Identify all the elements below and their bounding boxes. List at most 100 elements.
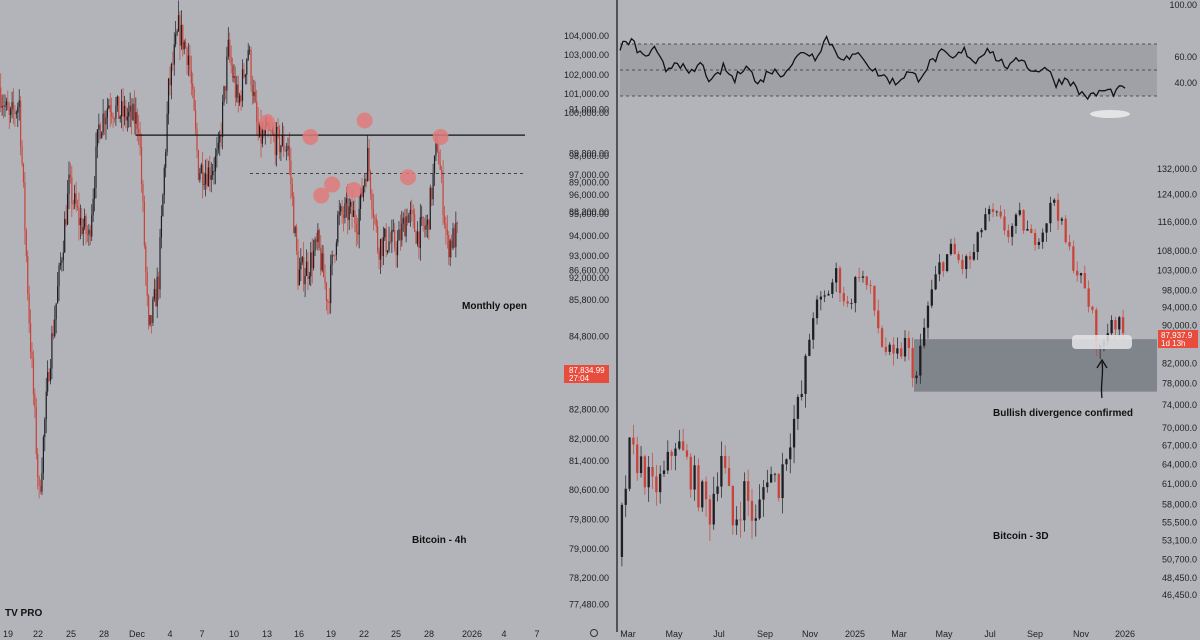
right-candle [961,260,964,270]
left-time-tick: Dec [129,629,146,639]
right-candle [831,282,834,294]
left-candle [21,146,23,164]
left-candle [82,227,84,234]
right-candle [968,256,972,260]
left-candle [157,276,160,290]
left-candle [42,436,44,473]
left-candle [257,121,259,137]
right-candle [919,345,922,376]
left-candle [217,142,219,150]
left-candle [145,245,147,273]
left-candle [223,86,225,102]
left-price-tick: 79,000.00 [569,544,609,554]
right-candle [1079,272,1083,276]
left-candle [101,132,103,139]
left-candle [415,231,417,244]
left-candle [119,116,121,119]
right-candle [1045,223,1048,233]
left-candle [313,250,315,269]
settings-icon[interactable] [590,629,598,637]
right-candle [835,268,838,283]
left-price-tick-upper: 98,000.00 [569,151,609,161]
left-candle [48,372,50,381]
left-candle [314,239,316,251]
right-candle [873,285,876,311]
left-candle [17,107,19,113]
left-candle [25,230,27,257]
right-current-price: 87,937.9 [1161,331,1193,340]
right-price-tick: 124,000.0 [1157,190,1197,200]
left-candle [367,147,369,181]
left-candle [263,130,265,136]
left-candle [115,105,117,119]
left-candle [79,217,81,226]
right-candle [796,396,800,419]
left-candle [377,226,379,251]
right-candle [980,229,983,233]
left-candle [236,84,238,98]
oscillator-tick: 60.00 [1174,52,1197,62]
left-candle [84,216,86,228]
left-candle [199,173,201,180]
right-candle [785,459,788,465]
left-candle [203,184,205,185]
left-candle [436,143,438,152]
right-candle [957,254,960,261]
left-candle [62,252,64,261]
right-candle [750,500,754,521]
right-candle [1114,319,1117,330]
left-candle [213,170,215,172]
left-price-tick-upper: 102,000.00 [564,70,609,80]
right-candle [942,262,945,271]
left-candle [449,240,451,258]
left-candle [192,83,194,90]
left-time-tick: 25 [391,629,401,639]
touch-marker [356,112,373,129]
left-candle [103,113,106,125]
right-candle [739,519,742,521]
right-price-tick: 64,000.0 [1162,459,1197,469]
left-candle [150,315,153,323]
right-candle [636,444,639,474]
left-candle [207,167,209,187]
right-candle [903,337,907,357]
left-candle [392,229,394,231]
left-candle [290,160,292,184]
left-candle [74,193,76,204]
left-price-tick: 78,200.00 [569,573,609,583]
right-price-tick: 67,000.0 [1162,441,1197,451]
left-candle [332,254,335,256]
right-candle [945,254,949,271]
left-candle [322,253,325,277]
right-candle [999,211,1002,217]
left-price-tick-upper: 93,000.00 [569,251,609,261]
left-candle [12,102,15,111]
left-candle [152,299,154,323]
left-candle [237,84,239,103]
left-candle [388,241,390,251]
left-candle [139,132,141,148]
touch-marker [259,114,275,131]
left-candle [39,485,42,492]
left-candle [274,135,276,156]
left-candle [116,96,118,106]
right-price-tick: 90,000.0 [1162,320,1197,330]
left-candle [95,146,97,188]
left-candle [419,217,421,249]
left-candle [89,229,91,237]
left-price-tick-upper: 95,000.00 [569,209,609,219]
left-candle [76,206,79,208]
left-candle [129,105,131,112]
left-candle [160,216,163,238]
left-time-tick: 25 [66,629,76,639]
left-candle [130,105,133,120]
left-candle [10,108,12,115]
left-candle [99,124,101,139]
left-candle [106,108,108,118]
left-candle [8,109,10,115]
right-candle [800,393,803,397]
left-candle [121,101,123,117]
left-candle [401,223,403,241]
left-candle [283,135,285,151]
